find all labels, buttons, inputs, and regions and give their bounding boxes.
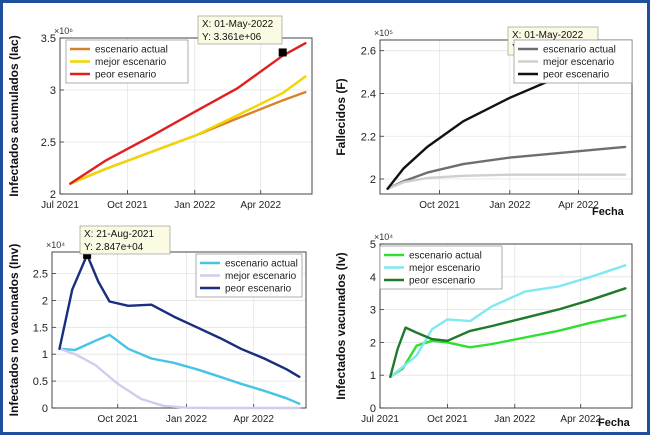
plot-border: [59, 37, 313, 195]
datatip-y-label: Y: 3.361e+06: [202, 32, 262, 43]
y-axis-title: Fallecidos (F): [334, 78, 348, 155]
y-tick-label: 2.5: [33, 269, 48, 281]
datatip-x-label: X: 01-May-2022: [202, 19, 274, 30]
x-tick-label: Apr 2022: [240, 200, 281, 211]
y-tick-label: 2.4: [361, 88, 376, 100]
y-tick-label: 2.2: [361, 131, 376, 143]
series-line[interactable]: [386, 145, 627, 190]
x-tick-label: Jan 2022: [489, 200, 531, 211]
y-tick-label: 3: [50, 85, 56, 97]
x-tick-label: Apr 2022: [560, 414, 601, 425]
y-tick-label: 1.5: [33, 322, 48, 334]
y-tick-label: 2.6: [361, 46, 376, 58]
y-axis-title: Infectados acumulados (Iac): [7, 35, 21, 196]
legend-entry-label: mejor escenario: [409, 263, 481, 274]
x-tick-label: Jul 2021: [361, 414, 399, 425]
x-tick-label: Oct 2021: [427, 414, 468, 425]
series-line[interactable]: [69, 75, 307, 185]
series-line[interactable]: [58, 253, 301, 378]
x-tick-label: Apr 2022: [558, 200, 599, 211]
series-line[interactable]: [386, 173, 627, 190]
y-exponent-label: ×10⁵: [374, 28, 393, 38]
datatip-marker[interactable]: [83, 250, 92, 259]
series-line[interactable]: [58, 333, 301, 405]
y-tick-label: 2: [370, 174, 376, 186]
legend-entry-label: escenario actual: [543, 45, 616, 56]
x-tick-label: Jan 2022: [494, 414, 536, 425]
legend-entry-label: mejor escenario: [543, 57, 615, 68]
datatip-y-label: Y: 2.847e+04: [84, 242, 144, 253]
x-tick-label: Oct 2021: [97, 414, 138, 425]
legend-entry-label: escenario actual: [409, 251, 482, 262]
y-axis-title: Infectados no vacunados (Inv): [7, 244, 21, 417]
y-tick-label: 0.5: [33, 376, 48, 388]
plot-border: [379, 243, 633, 409]
legend-entry-label: peor escenario: [225, 284, 292, 295]
legend-entry-label: escenario actual: [95, 45, 168, 56]
y-tick-label: 2: [370, 337, 376, 349]
chart-3: 0 0.5 1 1.5 2 2.5 Oct 2021 Jan 2022 Apr 2022 ×10⁴…: [7, 225, 307, 425]
datatip-box: [79, 225, 171, 255]
y-tick-label: 2: [42, 295, 48, 307]
datatip-x-label: X: 01-May-2022: [512, 30, 584, 41]
series-line[interactable]: [389, 287, 627, 378]
x-axis-title: Fecha: [592, 206, 625, 218]
datatip-marker[interactable]: [278, 48, 287, 57]
y-exponent-label: ×10⁴: [46, 240, 65, 250]
y-tick-label: 4: [370, 272, 376, 284]
x-axis-title: Fecha: [598, 417, 631, 429]
legend-entry-label: peor escenario: [409, 276, 476, 287]
y-tick-label: 0: [42, 403, 48, 415]
x-tick-label: Oct 2021: [419, 200, 460, 211]
chart-4: 0 1 2 3 4 5 Jul 2021 Oct 2021 Jan 2022 Apr 2022 ×1…: [334, 232, 633, 429]
x-tick-label: Oct 2021: [107, 200, 148, 211]
chart-1: 2 2.5 3 3.5 Jul 2021 Oct 2021 Jan 2022 Apr 2022…: [7, 15, 313, 211]
legend-entry-label: peor esenario: [95, 70, 157, 81]
legend-entry-label: mejor escenario: [95, 57, 167, 68]
datatip-x-label: X: 21-Aug-2021: [84, 229, 154, 240]
x-tick-label: Jan 2022: [166, 414, 208, 425]
y-tick-label: 3: [370, 305, 376, 317]
y-exponent-label: ×10⁶: [54, 26, 73, 36]
plot-border: [379, 39, 633, 195]
y-tick-label: 0: [370, 403, 376, 415]
chart-2: 2 2.2 2.4 2.6 Oct 2021 Jan 2022 Apr 2022 ×10⁵ Fa…: [334, 26, 633, 218]
y-axis-title: Infectados vacunados (Iv): [334, 252, 348, 399]
y-tick-label: 1: [370, 370, 376, 382]
legend-entry-label: mejor escenario: [225, 271, 297, 282]
y-tick-label: 3.5: [41, 33, 56, 45]
series-line[interactable]: [389, 314, 627, 378]
x-tick-label: Apr 2022: [233, 414, 274, 425]
y-tick-label: 5: [370, 239, 376, 251]
legend-entry-label: escenario actual: [225, 259, 298, 270]
x-tick-label: Jan 2022: [174, 200, 216, 211]
y-tick-label: 2.5: [41, 137, 56, 149]
series-line[interactable]: [389, 264, 627, 378]
y-tick-label: 2: [50, 189, 56, 201]
legend-entry-label: peor escenario: [543, 70, 610, 81]
datatip-box: [197, 15, 283, 45]
figure-canvas: 2 2.5 3 3.5 Jul 2021 Oct 2021 Jan 2022 Apr 2022…: [7, 15, 633, 429]
x-tick-label: Jul 2021: [41, 200, 79, 211]
y-tick-label: 1: [42, 349, 48, 361]
series-line[interactable]: [58, 347, 301, 410]
y-exponent-label: ×10⁴: [374, 232, 393, 242]
